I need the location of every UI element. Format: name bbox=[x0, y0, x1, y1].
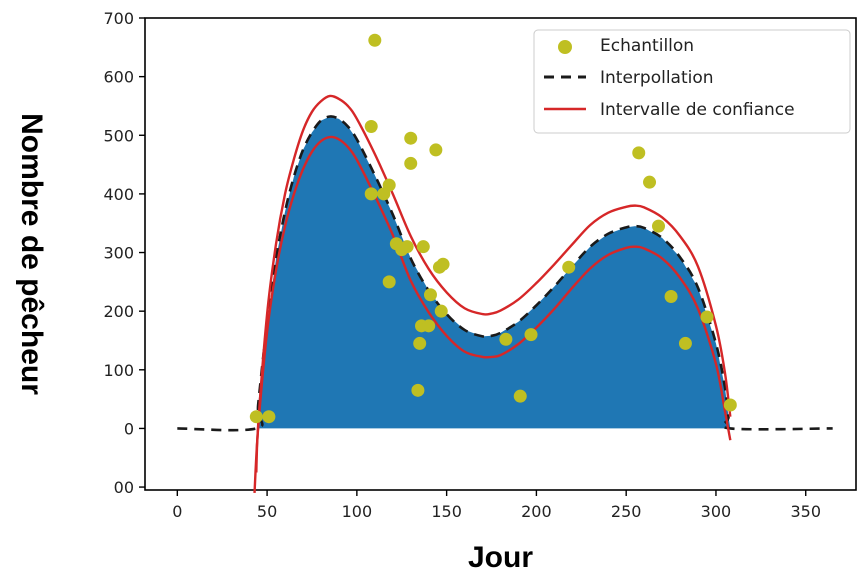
x-tick-label: 150 bbox=[431, 502, 462, 521]
plot-frame bbox=[144, 17, 857, 491]
legend-label-interpollation: Interpollation bbox=[600, 68, 714, 88]
x-tick-label: 0 bbox=[172, 502, 182, 521]
sample-point bbox=[652, 219, 665, 233]
sample-point bbox=[524, 328, 538, 342]
legend-label-echantillon: Echantillon bbox=[600, 36, 694, 56]
sample-point bbox=[562, 260, 576, 274]
x-axis-title: Jour bbox=[468, 541, 533, 574]
y-tick-label: 0 bbox=[124, 419, 134, 438]
y-axis-title: Nombre de pêcheur bbox=[15, 113, 48, 395]
y-tick-label: 200 bbox=[103, 302, 134, 321]
y-tick-label: 100 bbox=[103, 361, 134, 380]
x-tick-label: 350 bbox=[790, 502, 821, 521]
sample-point bbox=[404, 131, 418, 145]
sample-point bbox=[364, 187, 378, 201]
sample-point bbox=[632, 146, 646, 160]
area-fill bbox=[258, 116, 731, 429]
sample-point bbox=[416, 240, 430, 254]
x-tick-label: 300 bbox=[701, 502, 732, 521]
sample-point bbox=[723, 398, 737, 412]
confidence-line-1 bbox=[255, 94, 732, 473]
confidence-line-2 bbox=[253, 135, 732, 493]
sample-point bbox=[400, 240, 414, 254]
sample-point bbox=[262, 410, 276, 424]
sample-point bbox=[368, 33, 382, 47]
x-tick-label: 50 bbox=[257, 502, 277, 521]
fill-layer bbox=[258, 116, 731, 429]
tick-layer: 0 50 100 150 200 250 300 3500001002003004005006… bbox=[103, 9, 821, 521]
sample-point bbox=[411, 383, 425, 397]
sample-point bbox=[434, 304, 448, 318]
interpolation-line bbox=[177, 115, 833, 432]
line-layer bbox=[177, 94, 833, 493]
y-tick-label: 300 bbox=[103, 244, 134, 263]
y-tick-label: 400 bbox=[103, 185, 134, 204]
sample-point bbox=[513, 389, 527, 403]
sample-point bbox=[422, 319, 436, 333]
sample-point bbox=[643, 175, 657, 189]
sample-point bbox=[364, 119, 378, 133]
sample-point bbox=[382, 178, 396, 192]
x-tick-label: 250 bbox=[611, 502, 642, 521]
legend-marker-echantillon bbox=[558, 40, 572, 54]
y-tick-label: 00 bbox=[114, 478, 134, 497]
legend-box bbox=[533, 29, 851, 134]
legend: Echantillon Interpollation Intervalle de… bbox=[533, 29, 851, 134]
point-layer bbox=[249, 33, 737, 424]
sample-point bbox=[423, 288, 437, 302]
x-tick-label: 200 bbox=[521, 502, 552, 521]
x-tick-label: 100 bbox=[342, 502, 373, 521]
sample-point bbox=[404, 156, 418, 170]
legend-label-intervalle: Intervalle de confiance bbox=[600, 100, 795, 120]
sample-point bbox=[413, 336, 427, 350]
sample-point bbox=[249, 410, 263, 424]
sample-point bbox=[678, 336, 692, 350]
sample-point bbox=[700, 310, 714, 324]
sample-point bbox=[664, 290, 678, 304]
y-tick-label: 700 bbox=[103, 9, 134, 28]
sample-point bbox=[436, 257, 450, 271]
sample-point bbox=[429, 143, 443, 157]
y-tick-label: 600 bbox=[103, 68, 134, 87]
y-tick-label: 500 bbox=[103, 126, 134, 145]
sample-point bbox=[382, 275, 396, 289]
sample-point bbox=[499, 332, 513, 346]
